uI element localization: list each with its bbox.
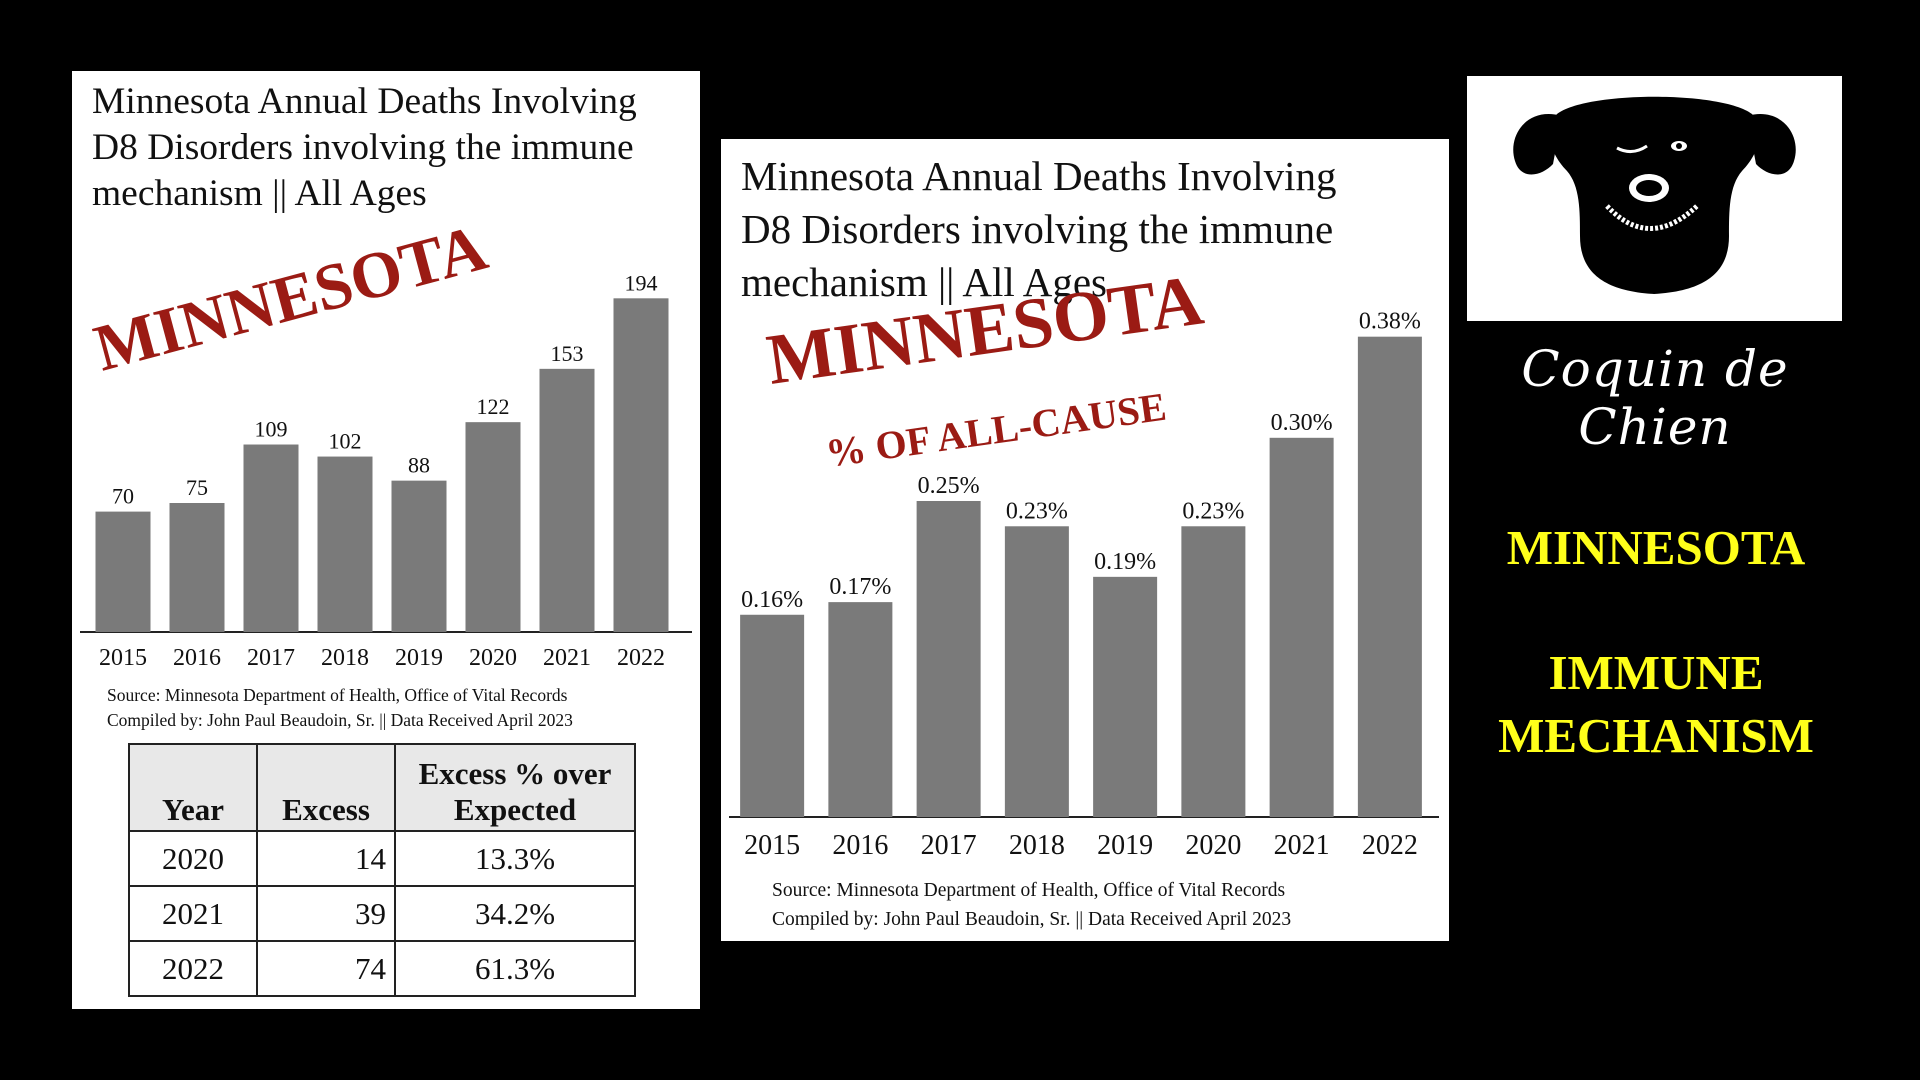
- data-label: 88: [408, 453, 430, 478]
- logo-box: [1467, 76, 1842, 321]
- compiled-line: Compiled by: John Paul Beaudoin, Sr. || …: [772, 909, 1292, 930]
- data-label: 0.16%: [741, 587, 803, 613]
- data-label: 0.17%: [829, 574, 891, 600]
- data-label: 0.38%: [1359, 309, 1421, 335]
- bar: [1269, 437, 1334, 817]
- source-line: Source: Minnesota Department of Health, …: [772, 880, 1286, 901]
- x-tick-label: 2015: [99, 645, 147, 671]
- data-label: 70: [112, 484, 134, 509]
- left-chart-panel: Minnesota Annual Deaths Involving D8 Dis…: [72, 71, 700, 1009]
- stamp-sub-label: % OF ALL-CAUSE: [823, 384, 1169, 476]
- middle-chart-panel: Minnesota Annual Deaths Involving D8 Dis…: [721, 139, 1449, 941]
- table-row: 2022 74 61.3%: [128, 940, 636, 997]
- bar: [1093, 576, 1158, 817]
- table-header-row: Year Excess Excess % over Expected: [128, 743, 636, 832]
- bar: [391, 480, 447, 632]
- data-label: 194: [625, 270, 658, 295]
- cell-year: 2021: [128, 885, 258, 942]
- bar: [916, 501, 981, 817]
- bar: [169, 503, 225, 632]
- bar: [95, 511, 151, 632]
- middle-bar-chart: 0.16% 2015 0.17% 2016 0.25% 2017 0.23% 2018 0.19…: [729, 260, 1439, 861]
- x-tick-label: 2015: [744, 830, 800, 861]
- chart-source: Source: Minnesota Department of Health, …: [107, 683, 573, 733]
- bar: [1004, 526, 1069, 817]
- left-bar-chart: 70 2015 75 2016 109 2017 102 2018 88 2019 122 2020 1…: [80, 211, 692, 671]
- stamp-label: MINNESOTA: [87, 211, 495, 386]
- data-label: 0.23%: [1006, 498, 1068, 524]
- x-tick-label: 2020: [469, 645, 517, 671]
- bar: [1181, 526, 1246, 817]
- x-tick-label: 2021: [543, 645, 591, 671]
- data-label: 109: [255, 417, 288, 442]
- bar: [465, 422, 521, 632]
- header-excess-pct: Excess % over Expected: [394, 743, 636, 832]
- bar: [613, 298, 669, 632]
- cell-excess: 14: [256, 830, 396, 887]
- side-state-label: MINNESOTA: [1506, 520, 1806, 575]
- table-row: 2020 14 13.3%: [128, 830, 636, 887]
- chart-title: Minnesota Annual Deaths Involving D8 Dis…: [92, 81, 637, 214]
- source-line: Source: Minnesota Department of Health, …: [107, 685, 568, 705]
- x-tick-label: 2017: [921, 830, 977, 861]
- x-tick-label: 2018: [321, 645, 369, 671]
- x-tick-label: 2017: [247, 645, 295, 671]
- x-tick-label: 2016: [173, 645, 221, 671]
- cell-year: 2020: [128, 830, 258, 887]
- cell-year: 2022: [128, 940, 258, 997]
- excess-table: Year Excess Excess % over Expected 2020 …: [128, 743, 636, 997]
- x-tick-label: 2019: [395, 645, 443, 671]
- x-tick-label: 2020: [1185, 830, 1241, 861]
- bar: [317, 456, 373, 632]
- table-row: 2021 39 34.2%: [128, 885, 636, 942]
- cell-excess-pct: 34.2%: [394, 885, 636, 942]
- data-label: 75: [186, 475, 208, 500]
- side-topic-line1: IMMUNE: [1548, 645, 1764, 700]
- side-topic-line2: MECHANISM: [1498, 708, 1814, 763]
- cell-excess: 39: [256, 885, 396, 942]
- winking-dog-icon: [1513, 96, 1796, 294]
- stamp-label: MINNESOTA: [762, 260, 1208, 400]
- x-tick-label: 2021: [1274, 830, 1330, 861]
- chart-source: Source: Minnesota Department of Health, …: [772, 876, 1291, 934]
- x-tick-label: 2018: [1009, 830, 1065, 861]
- data-label: 122: [477, 394, 510, 419]
- x-tick-label: 2022: [617, 645, 665, 671]
- data-label: 0.25%: [918, 473, 980, 499]
- header-excess: Excess: [256, 743, 396, 832]
- cell-excess: 74: [256, 940, 396, 997]
- bar: [1357, 336, 1422, 817]
- bar: [740, 614, 805, 817]
- cell-excess-pct: 13.3%: [394, 830, 636, 887]
- x-tick-label: 2022: [1362, 830, 1418, 861]
- compiled-line: Compiled by: John Paul Beaudoin, Sr. || …: [107, 710, 573, 730]
- x-tick-label: 2016: [832, 830, 888, 861]
- chart-title: Minnesota Annual Deaths Involving D8 Dis…: [741, 153, 1337, 305]
- brand-name: Coquin de Chien: [1521, 340, 1789, 456]
- header-year: Year: [128, 743, 258, 832]
- side-topic-label: IMMUNE MECHANISM: [1446, 641, 1866, 767]
- data-label: 0.30%: [1271, 410, 1333, 436]
- x-tick-label: 2019: [1097, 830, 1153, 861]
- bar: [243, 444, 299, 632]
- bar: [828, 602, 893, 817]
- data-label: 0.23%: [1182, 498, 1244, 524]
- data-label: 0.19%: [1094, 549, 1156, 575]
- data-label: 102: [329, 429, 362, 454]
- cell-excess-pct: 61.3%: [394, 940, 636, 997]
- data-label: 153: [551, 341, 584, 366]
- bar: [539, 368, 595, 632]
